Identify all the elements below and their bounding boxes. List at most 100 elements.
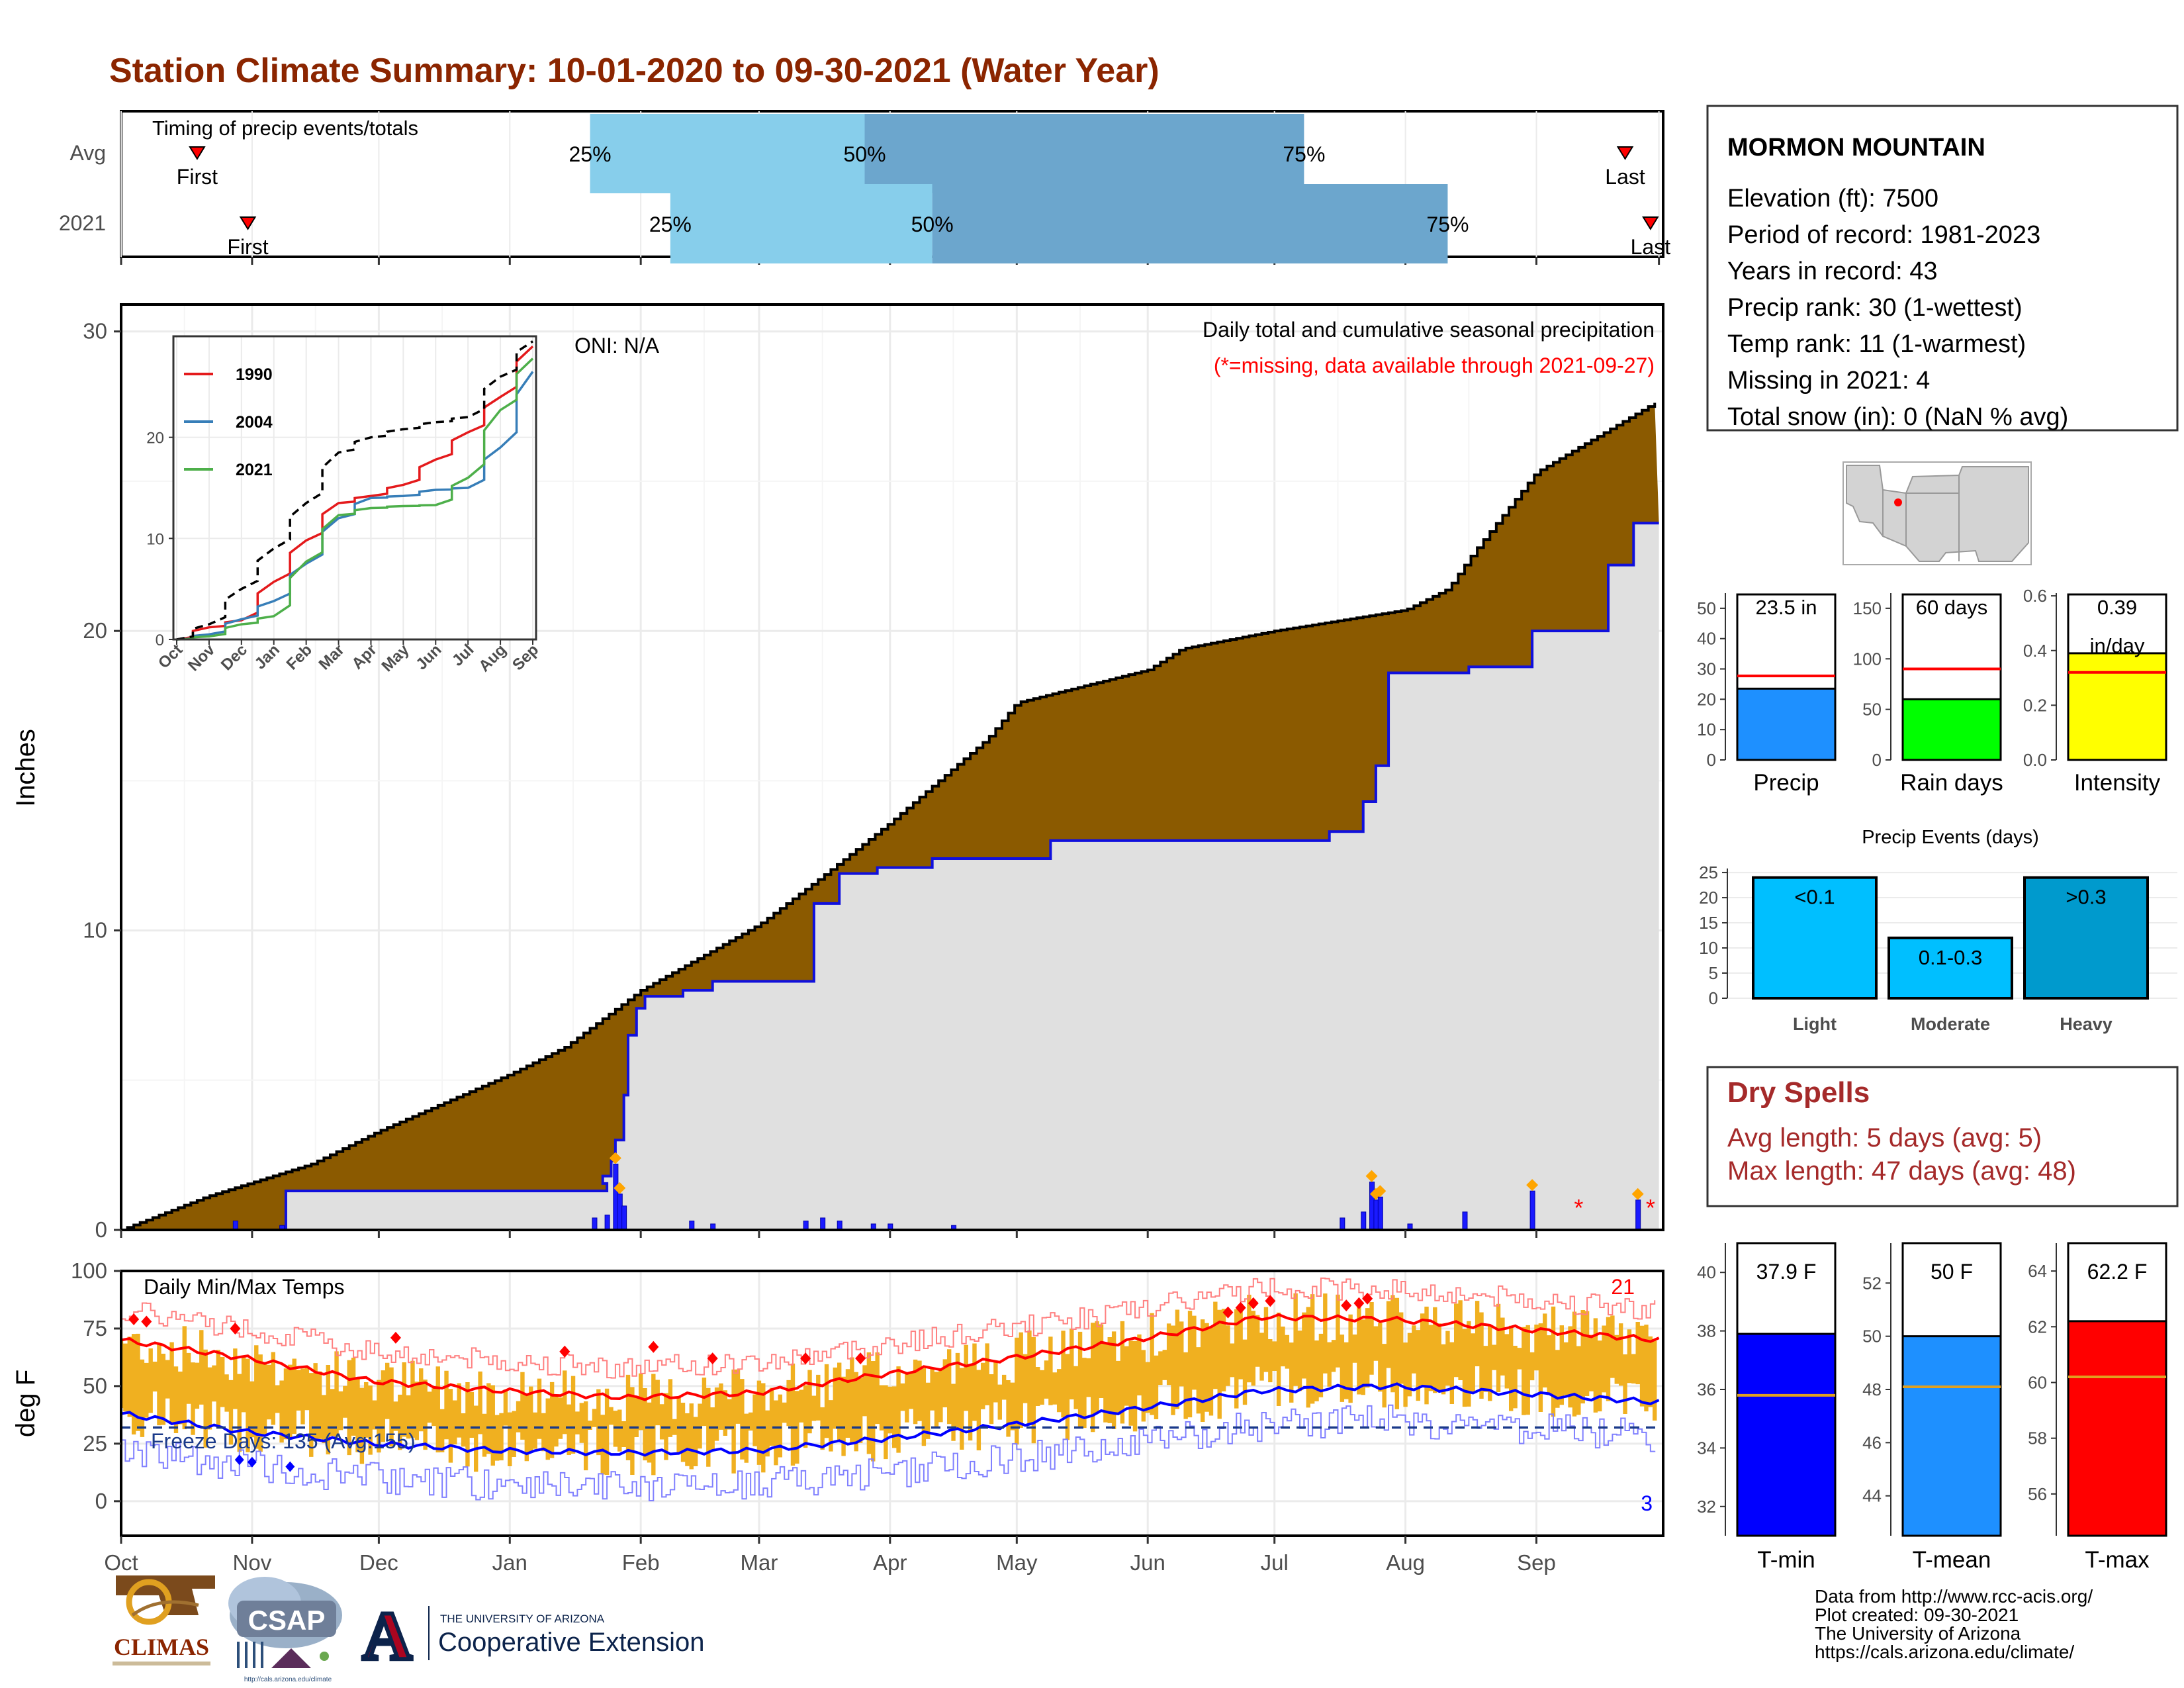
daily-temp-range-bars: [121, 1293, 1657, 1476]
precip-panel: * * 0 10 20 30 Inches ONI: N/A Daily total a…: [11, 303, 1664, 1242]
timing-bar-q25-q50: [670, 184, 933, 263]
temp-bar-y-tick: 60: [2028, 1372, 2047, 1392]
ua-logo-top: THE UNIVERSITY OF ARIZONA: [440, 1613, 605, 1625]
locator-map: [1843, 461, 2032, 565]
temp-y-tick: 0: [95, 1489, 107, 1513]
events-category-label: Heavy: [2060, 1014, 2113, 1034]
temp-bar-tmin: 32 34 36 38 40 37.9 F T-min: [1697, 1242, 1837, 1573]
daily-max-marker: [1526, 1179, 1539, 1192]
daily-precip-bar: [1361, 1211, 1367, 1230]
events-bar-label: <0.1: [1794, 886, 1835, 909]
temp-bar-y-tick: 46: [1862, 1432, 1882, 1452]
station-info-line: Period of record: 1981-2023: [1727, 221, 2040, 249]
events-y-tick: 20: [1699, 888, 1718, 908]
record-low-line: [121, 1404, 1656, 1501]
daily-max-marker: [1365, 1170, 1378, 1182]
temp-bar-y-tick: 48: [1862, 1380, 1882, 1399]
dry-spells-avg: Avg length: 5 days (avg: 5): [1727, 1123, 2042, 1152]
temp-bar-y-tick: 58: [2028, 1429, 2047, 1448]
daily-precip-bar: [689, 1220, 695, 1230]
events-bar-label: >0.3: [2066, 886, 2106, 909]
climas-logo: CLIMAS: [113, 1575, 215, 1665]
temp-bar-y-tick: 34: [1697, 1438, 1716, 1458]
timing-first-marker: [239, 216, 257, 230]
summary-y-tick: 20: [1697, 689, 1716, 709]
daily-max-marker: [1631, 1188, 1644, 1200]
summary-bar-rain: 0 50 100 150 60 days Rain days: [1853, 593, 2003, 796]
station-name: MORMON MOUNTAIN: [1727, 134, 1985, 162]
month-label: Nov: [233, 1550, 272, 1575]
month-label: Jul: [1261, 1550, 1289, 1575]
daily-precip-bar: [1635, 1199, 1641, 1230]
precip-caption: Daily total and cumulative seasonal prec…: [1203, 318, 1655, 342]
inset-y-tick: 20: [146, 430, 164, 447]
station-info-line: Precip rank: 30 (1-wettest): [1727, 294, 2023, 322]
timing-bar-q50-q75: [932, 184, 1448, 263]
cumulative-avg-line: [121, 402, 1657, 1230]
summary-y-tick: 0.2: [2023, 695, 2047, 715]
precip-y-tick: 0: [95, 1217, 107, 1242]
temp-bar-tmean: 44 46 48 50 52 50 F T-mean: [1862, 1242, 2002, 1573]
temp-title: Daily Min/Max Temps: [144, 1275, 344, 1299]
timing-q75-label: 75%: [1283, 142, 1325, 166]
station-location-dot: [1894, 498, 1902, 506]
month-label: Aug: [1386, 1550, 1425, 1575]
summary-y-tick: 100: [1853, 649, 1882, 669]
events-category-label: Moderate: [1911, 1014, 1990, 1034]
daily-precip-bar: [837, 1220, 842, 1230]
credit-line: https://cals.arizona.edu/climate/: [1815, 1642, 2074, 1662]
record-high-marker: [1235, 1301, 1246, 1314]
record-low-marker: [234, 1454, 244, 1466]
station-info-line: Missing in 2021: 4: [1727, 367, 1930, 395]
events-title: Precip Events (days): [1862, 827, 2039, 848]
temp-bar-value-label-tmax: 62.2 F: [2087, 1260, 2148, 1284]
temp-bar-y-tick: 64: [2028, 1261, 2047, 1281]
csap-logo-text: CSAP: [248, 1605, 326, 1636]
summary-bar-intensity: 0.0 0.2 0.4 0.6 0.39 in/day Intensity: [2023, 586, 2167, 796]
summary-y-tick: 0.0: [2023, 750, 2047, 770]
temp-y-tick: 25: [83, 1431, 107, 1456]
csap-logo: CSAP http://cals.arizona.edu/climate: [228, 1577, 342, 1683]
temp-bar-y-tick: 52: [1862, 1273, 1882, 1293]
freeze-days-label: Freeze Days: 135 (Avg:155): [151, 1429, 416, 1453]
timing-q50-label: 50%: [911, 212, 954, 236]
summary-y-tick: 150: [1853, 598, 1882, 618]
daily-max-marker: [1374, 1185, 1387, 1197]
record-high-marker: [128, 1313, 140, 1326]
precip-y-tick: 30: [83, 319, 107, 344]
ua-logo-bottom: Cooperative Extension: [438, 1628, 704, 1657]
cumulative-2021-area: [121, 523, 1659, 1230]
cumulative-2021-line: [121, 522, 1659, 1230]
month-label: Apr: [873, 1550, 907, 1575]
temp-y-tick: 50: [83, 1374, 107, 1398]
timing-last-label: Last: [1631, 235, 1671, 259]
timing-q25-label: 25%: [649, 212, 692, 236]
inset-legend-label: 2004: [236, 413, 273, 432]
avg-tmin-line: [121, 1382, 1660, 1457]
daily-precip-bar: [803, 1220, 809, 1230]
daily-precip-bar: [820, 1217, 826, 1230]
temp-y-axis-label: deg F: [11, 1370, 40, 1437]
daily-precip-bar: [604, 1214, 610, 1230]
summary-value-label-precip: 23.5 in: [1755, 596, 1817, 619]
events-y-tick: 5: [1709, 963, 1718, 983]
record-high-marker: [648, 1340, 659, 1353]
events-y-tick: 25: [1699, 863, 1718, 882]
temp-bar-y-tick: 32: [1697, 1497, 1716, 1517]
daily-precip-bar: [592, 1217, 598, 1230]
record-high-marker: [1353, 1297, 1365, 1309]
summary-y-tick: 0: [1872, 750, 1882, 770]
csap-url: http://cals.arizona.edu/climate: [244, 1676, 332, 1683]
station-info-line: Temp rank: 11 (1-warmest): [1727, 330, 2026, 358]
summary-value-label-intensity: 0.39: [2097, 596, 2137, 619]
events-bar-heavy: [2023, 876, 2149, 1000]
timing-row-2021: 2021: [59, 211, 106, 235]
timing-first-label: First: [177, 165, 218, 189]
daily-precip-bar: [279, 1225, 285, 1230]
timing-first-marker: [189, 146, 206, 160]
temp-bar-value-label-tmin: 37.9 F: [1756, 1260, 1817, 1284]
timing-q50-label: 50%: [843, 142, 886, 166]
missing-marker: *: [1646, 1194, 1655, 1221]
summary-y-tick: 40: [1697, 629, 1716, 649]
